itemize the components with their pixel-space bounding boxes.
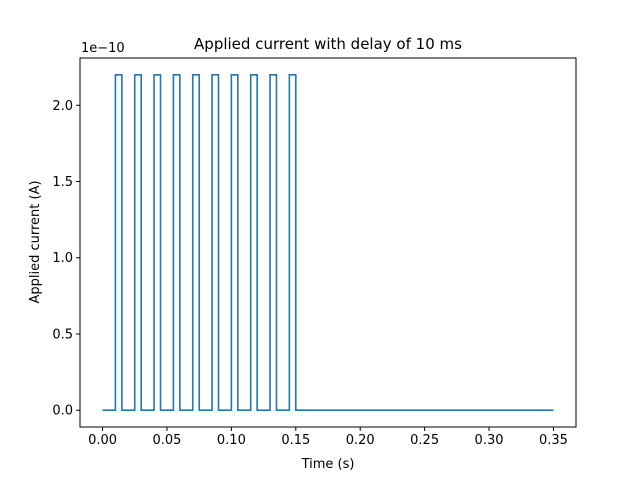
y-tick-label: 1.0 [52, 251, 73, 266]
y-tick-label: 2.0 [52, 99, 73, 114]
x-tick-label: 0.05 [152, 433, 181, 448]
x-tick-label: 0.30 [475, 433, 504, 448]
axes-frame [79, 57, 577, 428]
x-tick-label: 0.35 [539, 433, 568, 448]
y-tick-label: 1.5 [52, 175, 73, 190]
y-tick-label: 0.0 [52, 404, 73, 419]
plot-area: 0.00 0.05 0.10 0.15 0.20 0.25 0.30 0.35 0.0 0.5 1.… [52, 57, 577, 448]
x-axis-label: Time (s) [301, 457, 355, 472]
y-tick-label: 0.5 [52, 327, 73, 342]
series-line-0 [102, 73, 554, 412]
y-offset-text: 1e−10 [81, 41, 125, 56]
x-tick-label: 0.20 [346, 433, 375, 448]
x-tick-label: 0.10 [217, 433, 246, 448]
x-tick-label: 0.25 [410, 433, 439, 448]
y-axis-label: Applied current (A) [28, 180, 43, 303]
chart-title: Applied current with delay of 10 ms [194, 35, 462, 53]
x-tick-label: 0.00 [88, 433, 117, 448]
x-tick-label: 0.15 [281, 433, 310, 448]
